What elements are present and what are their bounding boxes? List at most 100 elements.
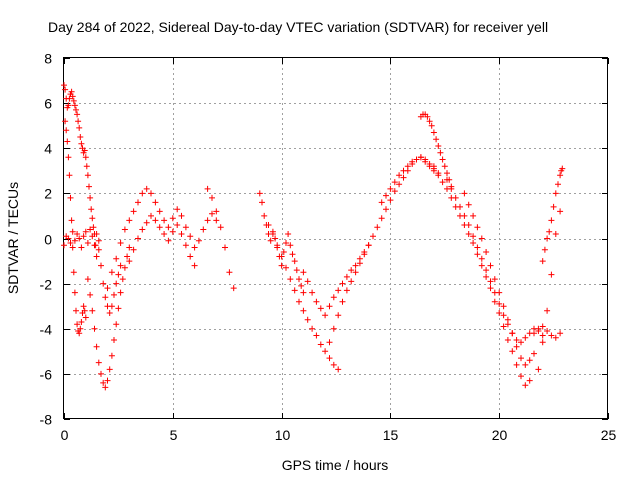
data-point — [291, 287, 298, 294]
data-point — [62, 86, 69, 93]
data-point — [274, 242, 281, 249]
data-point — [87, 226, 94, 233]
data-point — [374, 224, 381, 231]
data-point — [89, 215, 96, 222]
y-tick-label: 6 — [44, 96, 52, 112]
data-point — [209, 194, 215, 201]
data-point — [539, 258, 546, 265]
data-point — [98, 262, 104, 269]
data-point — [500, 323, 507, 330]
data-point — [93, 343, 100, 350]
data-point — [548, 332, 555, 339]
data-point — [461, 212, 468, 219]
data-point — [330, 325, 337, 332]
data-point — [391, 179, 398, 186]
data-point — [326, 303, 333, 310]
data-point — [259, 199, 265, 206]
data-point — [304, 278, 311, 285]
data-point — [191, 244, 198, 251]
grid-lines — [64, 58, 608, 419]
data-point — [69, 93, 76, 100]
y-tick-label: -8 — [40, 412, 53, 428]
data-point — [439, 156, 446, 163]
data-point — [478, 262, 485, 269]
data-point — [465, 222, 472, 228]
data-point — [217, 224, 224, 231]
x-tick-label: 0 — [61, 427, 69, 443]
data-point — [115, 271, 122, 278]
data-point — [509, 330, 516, 337]
x-tick-label: 25 — [601, 427, 617, 443]
data-point — [278, 253, 285, 260]
data-point — [522, 334, 529, 341]
data-point — [191, 262, 198, 269]
data-point — [465, 231, 472, 237]
data-point — [496, 289, 503, 296]
data-point — [74, 321, 81, 328]
data-point — [169, 215, 176, 222]
data-point — [289, 251, 296, 258]
data-point — [552, 190, 559, 197]
y-tick-label: -6 — [40, 367, 53, 383]
data-point — [283, 240, 289, 246]
data-point — [139, 190, 146, 197]
data-point — [296, 276, 302, 283]
data-point — [280, 249, 287, 255]
data-point — [335, 287, 342, 294]
data-point — [82, 228, 89, 235]
data-point — [335, 312, 342, 319]
data-point — [74, 231, 81, 237]
data-point — [496, 300, 503, 307]
data-point — [470, 240, 477, 246]
data-point — [204, 217, 211, 224]
data-point — [356, 260, 363, 267]
data-point — [378, 215, 385, 222]
data-point — [531, 350, 537, 357]
data-point — [117, 240, 124, 246]
data-point — [335, 366, 342, 373]
data-point — [461, 190, 468, 197]
data-point — [124, 253, 131, 260]
data-point — [278, 262, 285, 269]
data-point — [84, 276, 91, 283]
data-point — [63, 127, 70, 134]
data-point — [326, 339, 333, 346]
data-point — [518, 355, 524, 362]
data-point — [293, 267, 300, 274]
data-point — [121, 264, 128, 271]
data-point — [378, 199, 385, 206]
data-point — [526, 377, 533, 384]
data-point — [348, 267, 355, 274]
data-point — [383, 192, 389, 199]
data-point — [546, 228, 553, 235]
data-point — [396, 181, 403, 188]
data-point — [444, 176, 450, 183]
data-point — [550, 203, 557, 210]
data-point — [117, 289, 124, 296]
data-point — [417, 154, 424, 161]
data-point — [513, 337, 520, 343]
data-point — [113, 321, 120, 328]
data-point — [62, 118, 69, 125]
data-point — [518, 339, 524, 346]
data-point — [343, 273, 350, 280]
data-point — [139, 226, 146, 233]
data-point — [80, 233, 87, 240]
data-point — [165, 237, 172, 244]
data-point — [487, 278, 494, 285]
data-point — [531, 330, 537, 337]
data-point — [152, 217, 159, 224]
data-point — [108, 352, 115, 359]
y-tick-label: 8 — [44, 51, 52, 67]
data-point — [66, 172, 73, 179]
data-point — [428, 122, 435, 129]
data-point — [65, 102, 72, 109]
data-point — [98, 370, 104, 377]
data-point — [435, 172, 442, 179]
data-point — [106, 310, 113, 316]
data-point — [269, 231, 276, 237]
data-point — [500, 312, 507, 319]
data-point — [95, 359, 102, 366]
data-point — [267, 237, 274, 244]
